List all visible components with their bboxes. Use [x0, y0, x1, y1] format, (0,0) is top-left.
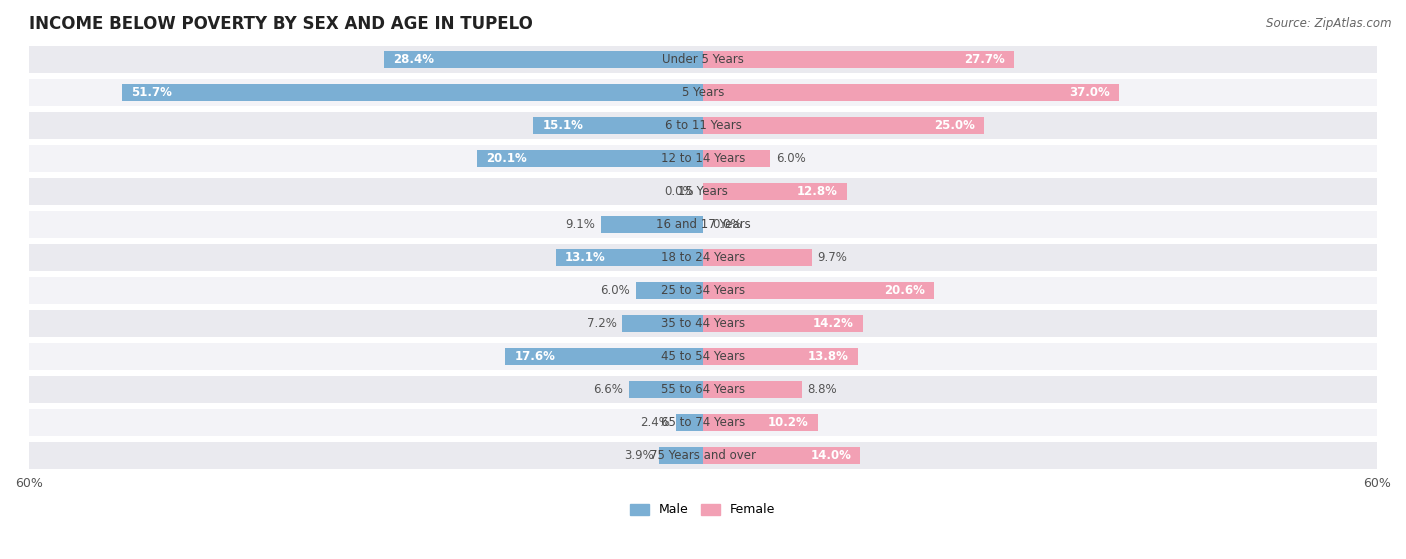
Text: 65 to 74 Years: 65 to 74 Years [661, 416, 745, 429]
Bar [505, 348, 703, 365]
Text: 27.7%: 27.7% [965, 53, 1005, 66]
Text: 20.1%: 20.1% [486, 152, 527, 165]
Text: 55 to 64 Years: 55 to 64 Years [661, 383, 745, 396]
Text: 2.4%: 2.4% [641, 416, 671, 429]
Text: 7.2%: 7.2% [586, 317, 616, 330]
Text: 12.8%: 12.8% [797, 185, 838, 198]
Bar [122, 84, 703, 101]
Bar [703, 348, 858, 365]
Text: Under 5 Years: Under 5 Years [662, 53, 744, 66]
Text: 6.0%: 6.0% [600, 284, 630, 297]
Text: 6.0%: 6.0% [776, 152, 806, 165]
Bar [703, 447, 860, 464]
Bar [555, 249, 703, 266]
Bar [703, 282, 935, 299]
Text: 75 Years and over: 75 Years and over [650, 449, 756, 462]
Text: 9.1%: 9.1% [565, 218, 595, 231]
Bar [600, 216, 703, 233]
Text: INCOME BELOW POVERTY BY SEX AND AGE IN TUPELO: INCOME BELOW POVERTY BY SEX AND AGE IN T… [30, 15, 533, 33]
Text: 14.2%: 14.2% [813, 317, 853, 330]
Bar [30, 178, 1376, 205]
Bar [30, 376, 1376, 403]
Text: 18 to 24 Years: 18 to 24 Years [661, 251, 745, 264]
Bar [30, 79, 1376, 106]
Bar [636, 282, 703, 299]
Text: 16 and 17 Years: 16 and 17 Years [655, 218, 751, 231]
Text: 25.0%: 25.0% [934, 119, 974, 132]
Bar [628, 381, 703, 398]
Text: 20.6%: 20.6% [884, 284, 925, 297]
Bar [30, 442, 1376, 469]
Text: 8.8%: 8.8% [807, 383, 837, 396]
Text: 0.0%: 0.0% [711, 218, 741, 231]
Bar [703, 150, 770, 167]
Text: 0.0%: 0.0% [665, 185, 695, 198]
Text: 13.1%: 13.1% [565, 251, 606, 264]
Bar [703, 117, 984, 134]
Text: 45 to 54 Years: 45 to 54 Years [661, 350, 745, 363]
Text: 51.7%: 51.7% [131, 86, 172, 99]
Text: 37.0%: 37.0% [1069, 86, 1109, 99]
Text: 14.0%: 14.0% [810, 449, 851, 462]
Text: 17.6%: 17.6% [515, 350, 555, 363]
Text: 5 Years: 5 Years [682, 86, 724, 99]
Bar [30, 145, 1376, 172]
Text: 25 to 34 Years: 25 to 34 Years [661, 284, 745, 297]
Text: 12 to 14 Years: 12 to 14 Years [661, 152, 745, 165]
Bar [703, 249, 813, 266]
Text: 3.9%: 3.9% [624, 449, 654, 462]
Text: 6.6%: 6.6% [593, 383, 623, 396]
Bar [703, 183, 846, 200]
Text: Source: ZipAtlas.com: Source: ZipAtlas.com [1267, 17, 1392, 30]
Bar [30, 343, 1376, 370]
Text: 15 Years: 15 Years [678, 185, 728, 198]
Bar [384, 51, 703, 68]
Text: 35 to 44 Years: 35 to 44 Years [661, 317, 745, 330]
Bar [659, 447, 703, 464]
Bar [30, 310, 1376, 337]
Bar [703, 51, 1014, 68]
Bar [703, 414, 818, 431]
Text: 10.2%: 10.2% [768, 416, 808, 429]
Bar [30, 244, 1376, 271]
Text: 15.1%: 15.1% [543, 119, 583, 132]
Bar [30, 112, 1376, 139]
Bar [676, 414, 703, 431]
Bar [703, 381, 801, 398]
Bar [30, 211, 1376, 238]
Bar [621, 315, 703, 332]
Legend: Male, Female: Male, Female [626, 499, 780, 522]
Text: 28.4%: 28.4% [392, 53, 434, 66]
Bar [30, 409, 1376, 436]
Text: 13.8%: 13.8% [808, 350, 849, 363]
Text: 9.7%: 9.7% [818, 251, 848, 264]
Bar [30, 277, 1376, 304]
Bar [477, 150, 703, 167]
Bar [30, 46, 1376, 73]
Bar [533, 117, 703, 134]
Text: 6 to 11 Years: 6 to 11 Years [665, 119, 741, 132]
Bar [703, 84, 1119, 101]
Bar [703, 315, 862, 332]
